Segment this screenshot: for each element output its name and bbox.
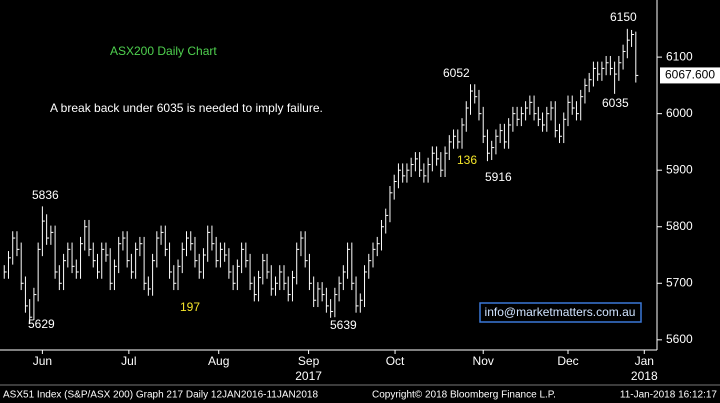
contact: info@marketmatters.com.au	[485, 305, 636, 319]
annotation: 5836	[32, 188, 59, 202]
y-tick-label: 5800	[666, 219, 693, 233]
annotation: 6035	[602, 96, 629, 110]
x-tick-label: Aug	[208, 354, 229, 368]
x-tick-label: Sep	[298, 354, 320, 368]
y-tick-label: 5600	[666, 332, 693, 346]
x-year-label: 2017	[295, 369, 322, 383]
x-tick-label: Jan	[635, 354, 654, 368]
footer-timestamp: 11-Jan-2018 16:12:17	[620, 390, 718, 401]
annotation: 197	[180, 300, 200, 314]
y-tick-label: 5700	[666, 275, 693, 289]
last-price-label: 6067.600	[665, 68, 715, 82]
y-tick-label: 6100	[666, 49, 693, 63]
annotation: 5639	[330, 318, 357, 332]
x-tick-label: Oct	[386, 354, 405, 368]
x-tick-label: Jul	[121, 354, 136, 368]
annotation: 5916	[485, 170, 512, 184]
x-tick-label: Jun	[33, 354, 52, 368]
annotation: 5629	[28, 317, 55, 331]
footer-left: ASX51 Index (S&P/ASX 200) Graph 217 Dail…	[3, 390, 318, 401]
annotation: 136	[457, 153, 477, 167]
footer-copyright: Copyright© 2018 Bloomberg Finance L.P.	[372, 390, 556, 401]
annotation: 6052	[443, 66, 470, 80]
x-tick-label: Dec	[557, 354, 578, 368]
y-tick-label: 6000	[666, 106, 693, 120]
x-year-label: 2018	[631, 369, 658, 383]
last-price-box	[660, 67, 720, 84]
contact-box	[479, 302, 642, 323]
annotation: 6150	[610, 10, 637, 24]
annotation: A break back under 6035 is needed to imp…	[50, 101, 323, 115]
x-tick-label: Nov	[473, 354, 494, 368]
annotation: ASX200 Daily Chart	[110, 44, 217, 58]
y-tick-label: 5900	[666, 162, 693, 176]
